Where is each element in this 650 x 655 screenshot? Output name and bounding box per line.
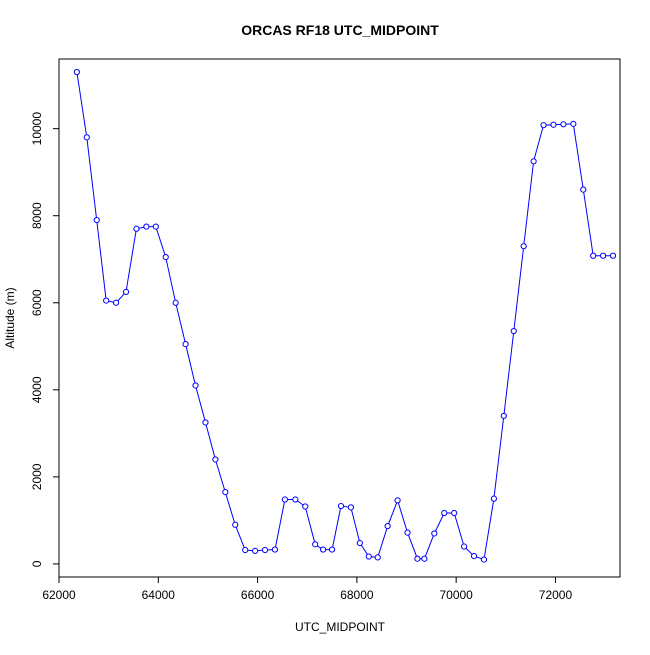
data-point — [192, 382, 199, 389]
y-tick-label: 6000 — [30, 289, 44, 316]
plot-area — [73, 68, 617, 563]
data-point — [374, 554, 381, 561]
series-line — [76, 72, 613, 561]
x-tick-label: 64000 — [142, 588, 176, 602]
data-point — [461, 543, 468, 550]
data-point — [182, 341, 189, 348]
y-tick-label: 10000 — [30, 112, 44, 146]
data-point — [202, 419, 209, 426]
data-point — [421, 555, 428, 562]
data-point — [540, 122, 547, 129]
x-axis: 62000 64000 66000 68000 70000 72000 — [42, 577, 572, 602]
y-tick-label: 0 — [30, 560, 44, 567]
data-point — [520, 243, 527, 250]
data-point — [451, 509, 458, 517]
data-point — [500, 412, 507, 420]
x-axis-label: UTC_MIDPOINT — [295, 620, 386, 634]
data-point — [122, 288, 130, 295]
data-point — [133, 225, 140, 232]
data-point — [347, 504, 355, 511]
data-point — [414, 555, 421, 562]
data-point — [570, 120, 577, 127]
data-point — [394, 497, 401, 504]
data-point — [441, 509, 448, 517]
data-point — [143, 223, 150, 230]
data-point — [302, 503, 309, 510]
data-point — [600, 252, 607, 259]
data-point — [320, 546, 327, 553]
data-point — [73, 68, 80, 76]
data-point — [490, 495, 497, 502]
data-point — [162, 253, 169, 261]
data-point — [152, 223, 159, 230]
y-tick-label: 2000 — [30, 463, 44, 490]
data-point — [337, 502, 345, 510]
data-point — [480, 556, 488, 563]
data-point — [222, 489, 229, 496]
data-point — [404, 529, 411, 536]
data-point — [242, 546, 249, 554]
data-point — [590, 252, 597, 259]
data-point — [172, 299, 179, 306]
x-tick-label: 72000 — [539, 588, 573, 602]
data-point — [609, 252, 617, 259]
data-point — [384, 522, 391, 530]
data-point — [560, 121, 567, 128]
data-point — [328, 546, 336, 553]
data-point — [580, 186, 587, 193]
plot-frame — [58, 58, 621, 578]
x-tick-label: 68000 — [340, 588, 374, 602]
data-point — [292, 496, 299, 503]
data-point — [510, 327, 517, 335]
y-axis-label: Altitude (m) — [3, 287, 17, 348]
data-point — [271, 546, 279, 553]
y-tick-label: 8000 — [30, 202, 44, 229]
y-tick-label: 4000 — [30, 376, 44, 403]
data-point — [83, 134, 90, 141]
y-axis: 0 2000 4000 6000 8000 10000 — [30, 112, 59, 567]
data-point — [252, 547, 259, 554]
data-point — [261, 546, 269, 554]
data-point — [470, 553, 478, 560]
x-tick-label: 66000 — [241, 588, 275, 602]
data-point — [312, 541, 319, 548]
data-point — [365, 553, 372, 560]
data-point — [530, 158, 537, 165]
data-point — [232, 521, 239, 528]
data-point — [550, 121, 557, 128]
data-point — [212, 456, 219, 463]
data-point — [281, 496, 288, 503]
chart-title: ORCAS RF18 UTC_MIDPOINT — [241, 22, 439, 38]
x-tick-label: 62000 — [42, 588, 76, 602]
data-point — [93, 216, 100, 224]
data-point — [112, 299, 120, 306]
x-tick-label: 70000 — [439, 588, 473, 602]
data-point — [103, 297, 110, 304]
data-point — [431, 530, 438, 537]
data-point — [356, 539, 363, 547]
